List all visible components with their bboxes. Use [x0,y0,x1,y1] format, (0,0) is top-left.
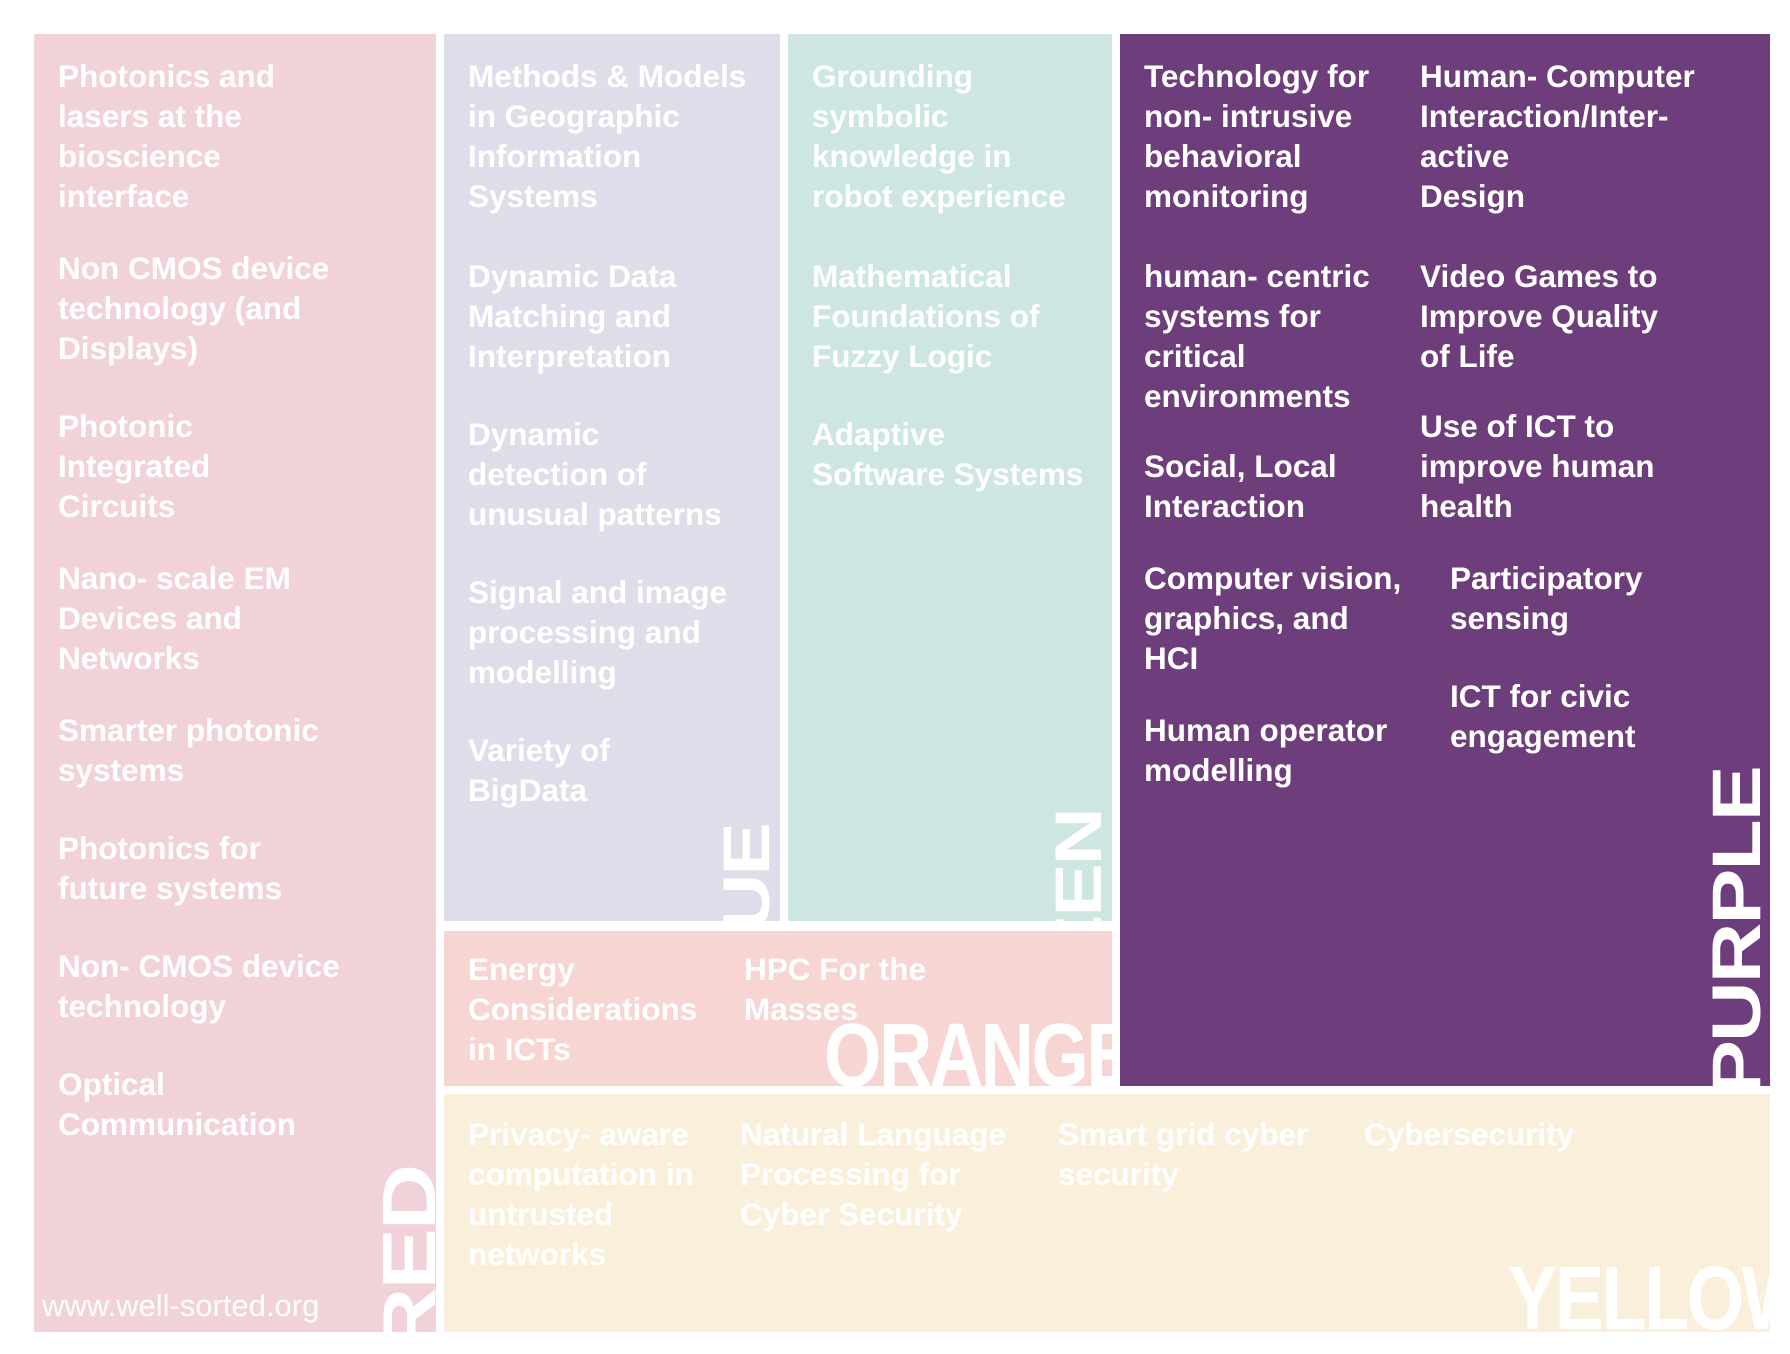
purple-item-1: Technology for non- intrusive behavioral mo… [1144,58,1370,214]
green-group: Grounding symbolic knowledge in robot exper… [788,34,1112,921]
red-item-6: Photonics for future systems [58,830,283,906]
orange-group-label: ORANGE [824,1006,1112,1086]
blue-item-3: Dynamic detection of unusual patterns [468,416,722,532]
yellow-item-1: Privacy- aware computation in untrusted net… [468,1116,694,1272]
red-item-5: Smarter photonic systems [58,712,319,788]
orange-item-2: HPC For the Masses [744,951,927,1027]
blue-item-2: Dynamic Data Matching and Interpretation [468,258,677,374]
green-item-1: Grounding symbolic knowledge in robot exper… [812,58,1066,214]
yellow-group: Privacy- aware computation in untrusted net… [444,1094,1770,1332]
website-watermark: www.well-sorted.org [42,1288,320,1323]
yellow-group-label: YELLOW [1508,1249,1770,1332]
yellow-item-4: Cybersecurity [1364,1116,1575,1152]
purple-item-7: Computer vision, graphics, and HCI [1144,560,1402,676]
blue-group: Methods & Models in Geographic Information… [444,34,780,921]
purple-item-2: Human- Computer Interaction/Inter-active D… [1420,58,1695,214]
red-item-7: Non- CMOS device technology [58,948,340,1024]
red-item-3: Photonic Integrated Circuits [58,408,211,524]
purple-item-4: Video Games to Improve Quality of Life [1420,258,1659,374]
purple-item-10: ICT for civic engagement [1450,678,1636,754]
blue-item-4: Signal and image processing and modelling [468,574,728,690]
purple-group-label: PURPLE [1697,767,1770,1086]
blue-item-5: Variety of BigData [468,732,610,808]
yellow-item-3: Smart grid cyber security [1058,1116,1309,1192]
red-group: Photonics and lasers at the bioscience inte… [34,34,436,1332]
green-item-3: Adaptive Software Systems [812,416,1084,492]
blue-item-1: Methods & Models in Geographic Information… [468,58,747,214]
green-group-label: GREEN [1042,810,1112,922]
red-item-4: Nano- scale EM Devices and Networks [58,560,291,676]
red-group-label: RED [367,1165,436,1332]
purple-item-6: Social, Local Interaction [1144,448,1337,524]
green-item-2: Mathematical Foundations of Fuzzy Logic [812,258,1040,374]
purple-item-8: Participatory sensing [1450,560,1643,636]
red-item-2: Non CMOS device technology (and Displays) [58,250,330,366]
orange-group: Energy Considerations in ICTs HPC For the M… [444,931,1112,1086]
blue-group-label: BLUE [710,824,780,921]
purple-item-5: Use of ICT to improve human health [1420,408,1655,524]
purple-item-9: Human operator modelling [1144,712,1388,788]
red-item-1: Photonics and lasers at the bioscience inte… [58,58,276,214]
purple-group: Technology for non- intrusive behavioral mo… [1120,34,1770,1086]
orange-item-1: Energy Considerations in ICTs [468,951,698,1067]
red-item-8: Optical Communication [58,1066,297,1142]
purple-item-3: human- centric systems for critical environ… [1144,258,1370,414]
yellow-item-2: Natural Language Processing for Cyber Secu… [740,1116,1007,1232]
